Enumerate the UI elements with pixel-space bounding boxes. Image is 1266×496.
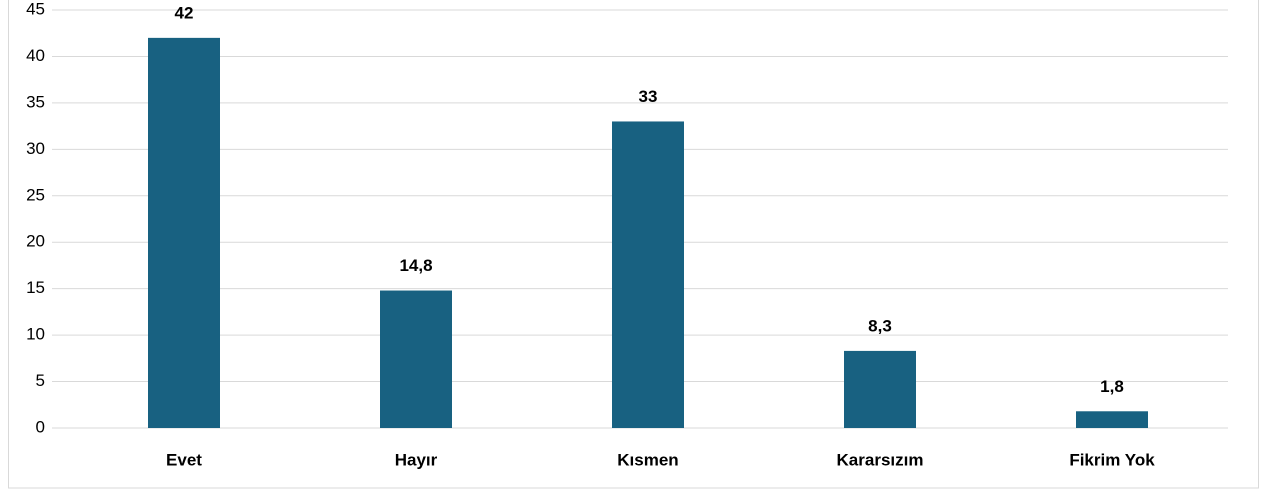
data-label: 33: [639, 87, 658, 106]
data-label: 42: [175, 3, 194, 22]
y-tick-label: 20: [26, 232, 45, 251]
y-tick-label: 10: [26, 325, 45, 344]
y-tick-label: 15: [26, 278, 45, 297]
x-tick-label: Fikrim Yok: [1069, 450, 1155, 469]
y-tick-label: 40: [26, 46, 45, 65]
bar: [148, 37, 220, 428]
bar: [1076, 411, 1148, 428]
x-tick-label: Kısmen: [617, 450, 678, 469]
x-tick-label: Evet: [166, 450, 202, 469]
data-label: 1,8: [1100, 377, 1124, 396]
y-tick-label: 25: [26, 185, 45, 204]
y-tick-label: 30: [26, 139, 45, 158]
bar: [380, 290, 452, 428]
chart-border: [8, 0, 1259, 489]
data-label: 14,8: [399, 256, 432, 275]
y-tick-label: 35: [26, 92, 45, 111]
y-tick-label: 45: [26, 0, 45, 18]
y-tick-label: 0: [36, 417, 45, 436]
data-label: 8,3: [868, 316, 892, 335]
x-tick-label: Kararsızım: [837, 450, 924, 469]
y-tick-label: 5: [36, 371, 45, 390]
x-tick-label: Hayır: [395, 450, 438, 469]
bar: [612, 121, 684, 428]
bar: [844, 350, 916, 428]
